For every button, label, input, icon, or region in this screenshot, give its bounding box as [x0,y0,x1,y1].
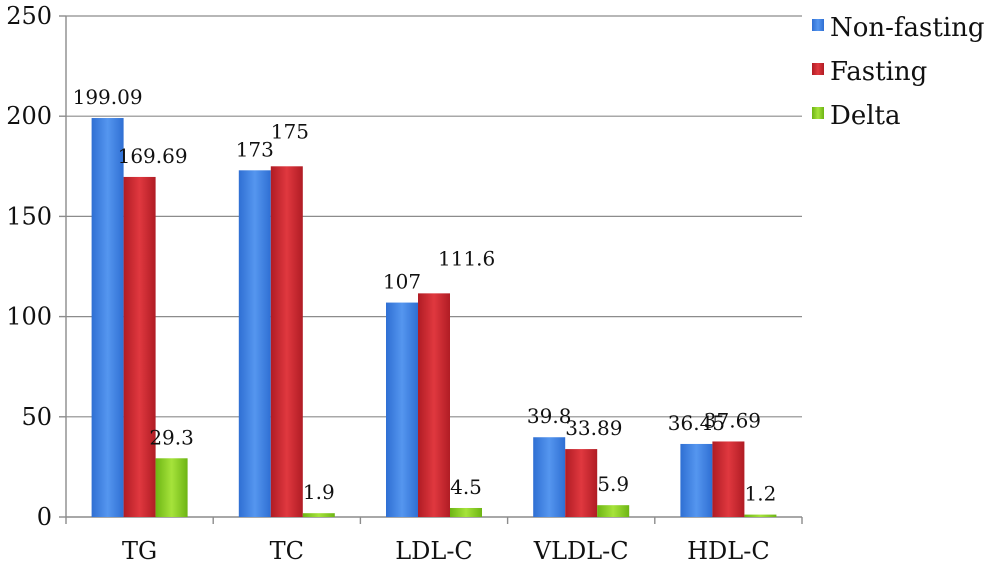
bar-fasting-tg [123,176,156,518]
bar-fasting-tc [270,166,303,518]
data-label: 5.9 [597,472,629,496]
y-tick-label: 0 [37,503,52,531]
bars [91,118,777,518]
x-category-label: HDL-C [687,537,770,565]
data-label: 199.09 [73,85,143,109]
bar-non-fasting-tg [91,118,124,517]
bar-non-fasting-tc [238,170,271,518]
bar-fasting-vldl-c [565,449,598,517]
bar-delta-hdl-c [744,514,777,517]
data-label: 1.9 [303,480,335,504]
bar-non-fasting-vldl-c [533,437,566,517]
y-tick-label: 250 [6,2,52,30]
bar-delta-tc [302,513,335,517]
y-tick-label: 50 [21,403,52,431]
legend: Non-fasting Fasting Delta [812,13,985,131]
legend-swatch [812,19,824,31]
x-category-label: TG [122,537,157,565]
data-label: 29.3 [149,425,194,449]
data-label: 107 [383,270,421,294]
bar-delta-ldl-c [450,507,482,517]
legend-label: Fasting [830,57,927,87]
data-label: 169.69 [118,144,188,168]
data-label: 111.6 [438,246,495,270]
x-category-label: TC [270,537,304,565]
bar-non-fasting-ldl-c [386,302,418,517]
legend-label: Delta [830,101,901,131]
legend-swatch [812,63,824,75]
data-label: 173 [236,137,274,161]
x-category-label: LDL-C [395,537,473,565]
y-tick-label: 150 [6,202,52,230]
data-label: 175 [271,119,309,143]
bar-non-fasting-hdl-c [680,443,713,517]
data-label: 4.5 [450,475,482,499]
data-label: 39.8 [527,404,572,428]
legend-label: Non-fasting [830,13,985,43]
gridlines [66,15,802,418]
data-label: 33.89 [565,416,622,440]
bar-delta-vldl-c [597,505,630,517]
data-label: 37.69 [704,408,761,432]
data-label: 1.2 [744,482,776,506]
y-tick-label: 100 [6,303,52,331]
bar-fasting-ldl-c [418,293,450,517]
x-category-label: VLDL-C [533,537,629,565]
y-tick-label: 200 [6,102,52,130]
legend-swatch [812,107,824,119]
bar-fasting-hdl-c [712,441,745,517]
axes: 0 50 100 150 200 250 TG TC LDL-C VLDL-C HDL-C [6,2,803,565]
data-label: 36.45 [668,411,725,435]
bar-delta-tg [155,458,188,517]
